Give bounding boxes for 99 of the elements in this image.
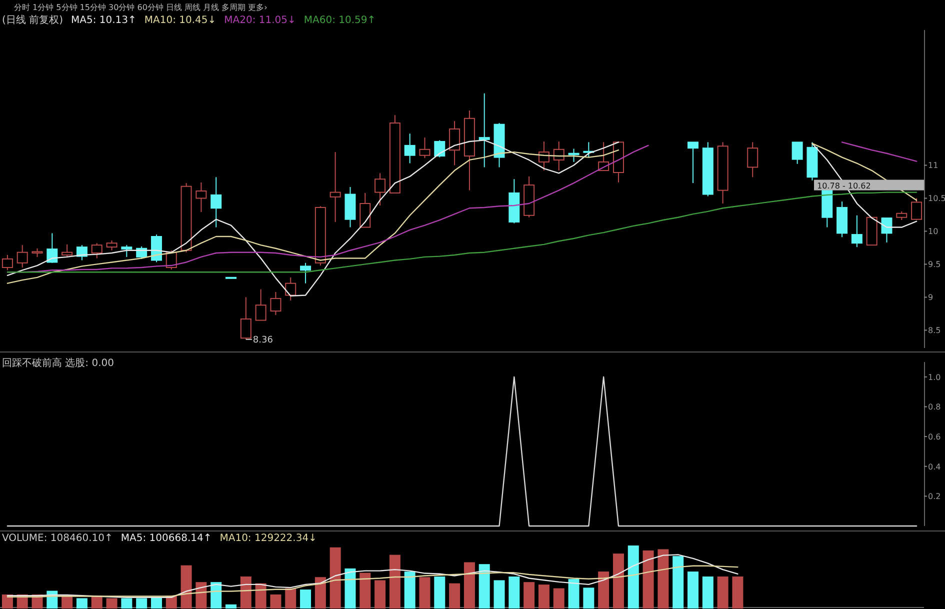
- candlestick: [449, 120, 460, 166]
- bar: [658, 549, 669, 608]
- bar: [270, 594, 282, 608]
- bar: [196, 582, 207, 608]
- bar: [583, 588, 594, 608]
- bar: [226, 604, 236, 608]
- text: MA20: 11.05↓: [224, 15, 296, 26]
- bar: [717, 576, 728, 608]
- bar: [344, 568, 356, 608]
- candlestick: [404, 133, 416, 164]
- candlestick: [300, 262, 312, 284]
- bar: [62, 596, 73, 608]
- bar: [150, 596, 162, 608]
- bar: [121, 598, 132, 608]
- candlestick: [374, 172, 386, 206]
- bar: [285, 588, 296, 608]
- bar: [136, 598, 148, 608]
- bar: [240, 576, 252, 608]
- y-tick-label: 9.5: [928, 260, 941, 270]
- candlestick: [747, 142, 758, 178]
- bar: [628, 546, 639, 608]
- chart-subtitle: 分时 1分钟 5分钟 15分钟 30分钟 60分钟 日线 周线 月线 多周期 更多›: [14, 3, 268, 12]
- bar: [300, 590, 312, 608]
- bar: [508, 576, 520, 608]
- bar: [76, 598, 88, 608]
- bar: [478, 564, 490, 608]
- candlestick: [360, 192, 371, 228]
- candlestick: [2, 254, 13, 271]
- candlestick: [538, 141, 550, 172]
- chart-title: 回踩不破前高 选股: 0.00: [2, 357, 114, 369]
- candlestick: [121, 244, 132, 258]
- candlestick: [62, 244, 73, 258]
- bar: [91, 596, 102, 608]
- bar: [314, 577, 326, 608]
- candlestick: [478, 92, 490, 168]
- candlestick: [150, 234, 162, 263]
- bar: [360, 572, 371, 608]
- candlestick: [434, 140, 446, 158]
- candlestick: [688, 142, 698, 184]
- y-tick-label: 10.5: [928, 194, 945, 204]
- bar: [2, 594, 13, 608]
- bar: [538, 584, 550, 608]
- candlestick: [568, 148, 580, 162]
- text: MA5: 100668.14↑: [120, 533, 212, 544]
- chart-title: VOLUME: 108460.10↑: [2, 533, 113, 544]
- y-tick-label: 0.2: [928, 492, 941, 502]
- candlestick: [270, 291, 282, 316]
- bar: [524, 582, 535, 608]
- bar: [568, 578, 580, 608]
- candlestick: [881, 218, 892, 243]
- bar: [553, 588, 564, 608]
- band-label: 10.78 - 10.62: [817, 181, 871, 190]
- candlestick: [106, 240, 118, 251]
- candlestick: [419, 137, 430, 158]
- text: MA10: 10.45↓: [144, 15, 216, 26]
- y-tick-label: 0.4: [928, 462, 941, 472]
- y-tick-label: 1.0: [928, 372, 941, 382]
- bar: [404, 572, 416, 608]
- y-tick-label: 0.6: [928, 432, 941, 442]
- y-tick-label: 8.5: [928, 326, 941, 336]
- chart-title: (日线 前复权): [2, 14, 64, 26]
- y-tick-label: 9: [928, 293, 934, 302]
- y-tick-label: 11: [928, 161, 938, 170]
- candlestick: [851, 214, 862, 248]
- bar: [672, 556, 684, 608]
- bar: [374, 580, 386, 608]
- candlestick: [911, 198, 922, 221]
- text: MA10: 129222.34↓: [220, 533, 317, 544]
- bar: [598, 572, 610, 608]
- y-tick-label: 10: [928, 227, 938, 236]
- line-series: [6, 192, 918, 273]
- bar: [464, 562, 475, 608]
- candlestick: [46, 232, 58, 264]
- bar: [688, 572, 698, 608]
- bar: [702, 576, 714, 608]
- bar: [732, 576, 744, 608]
- bar: [612, 554, 624, 608]
- bar: [389, 554, 400, 608]
- bar: [449, 583, 460, 608]
- candlestick: [16, 244, 28, 268]
- candlestick: [196, 182, 207, 213]
- candlestick: [255, 288, 266, 321]
- candlestick: [210, 176, 222, 228]
- candlestick: [792, 142, 803, 164]
- text: MA5: 10.13↑: [70, 15, 136, 26]
- y-tick-label: 0.8: [928, 402, 941, 412]
- bar: [330, 547, 341, 608]
- bar: [106, 598, 118, 608]
- annotation: 8.36: [252, 335, 274, 346]
- bar: [180, 565, 192, 608]
- candlestick: [330, 152, 341, 222]
- bar: [494, 580, 505, 608]
- text: MA60: 10.59↑: [304, 15, 376, 26]
- bar: [434, 576, 446, 608]
- candlestick: [240, 296, 252, 340]
- candlestick: [91, 242, 102, 259]
- bar: [419, 577, 430, 608]
- bar: [642, 550, 654, 608]
- candlestick: [553, 141, 564, 172]
